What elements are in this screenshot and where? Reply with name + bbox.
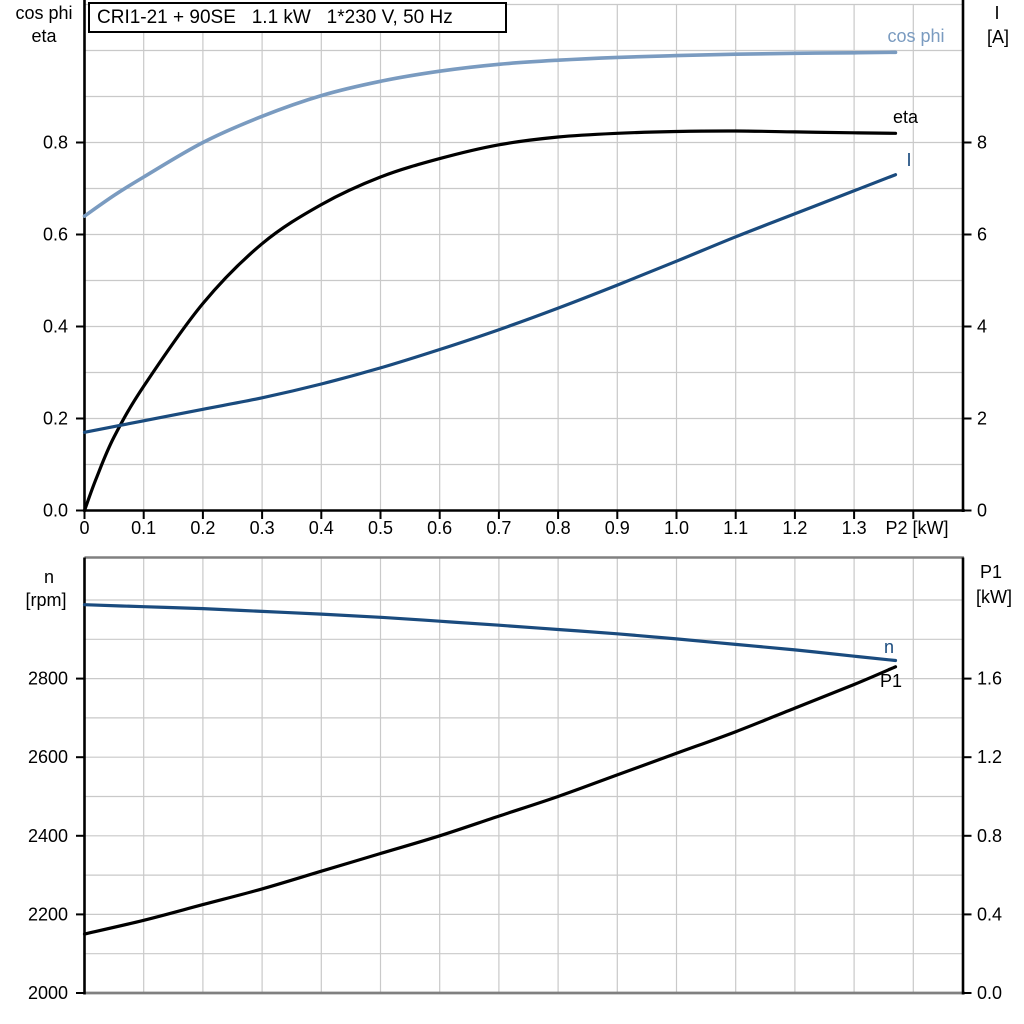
y-left-tick-label: 0.2 — [43, 409, 68, 429]
bottom-right-axis-title-line2: [kW] — [976, 587, 1012, 607]
curve-i — [82, 173, 898, 434]
x-tick-label: 0.6 — [427, 518, 452, 538]
x-tick-label: 0.4 — [309, 518, 334, 538]
y-left-tick-label: 2000 — [28, 983, 68, 1003]
x-tick-label: 0.7 — [486, 518, 511, 538]
curve-n — [82, 603, 898, 663]
x-tick-label: 0.8 — [546, 518, 571, 538]
x-tick-label: 1.0 — [664, 518, 689, 538]
x-tick-label: 1.2 — [782, 518, 807, 538]
y-right-tick-label: 8 — [977, 133, 987, 153]
x-tick-label: 1.1 — [723, 518, 748, 538]
y-left-tick-label: 0.0 — [43, 501, 68, 521]
y-right-tick-label: 0.0 — [977, 983, 1002, 1003]
x-tick-label: 0 — [79, 518, 89, 538]
top-left-axis-title-line1: cos phi — [15, 3, 72, 23]
curve-label-current: I — [906, 150, 911, 170]
y-right-tick-label: 2 — [977, 409, 987, 429]
y-left-tick-label: 0.8 — [43, 133, 68, 153]
bottom-right-axis-title-line1: P1 — [980, 562, 1002, 582]
y-right-tick-label: 0.4 — [977, 904, 1002, 924]
y-right-tick-label: 1.6 — [977, 669, 1002, 689]
curve-label-speed: n — [884, 637, 894, 657]
x-tick-label: 0.3 — [250, 518, 275, 538]
curve-label-input-power: P1 — [880, 671, 902, 691]
chart-title-box: CRI1-21 + 90SE 1.1 kW 1*230 V, 50 Hz — [88, 2, 507, 33]
y-left-tick-label: 2600 — [28, 747, 68, 767]
y-right-tick-label: 6 — [977, 225, 987, 245]
bottom-left-axis-title-line2: [rpm] — [25, 590, 66, 610]
curve-label-cos-phi: cos phi — [887, 26, 944, 46]
static-labels-layer: cos phi eta I [A] P2 [kW] cos phi eta I … — [15, 3, 1012, 691]
y-left-tick-label: 0.4 — [43, 317, 68, 337]
y-right-tick-label: 1.2 — [977, 747, 1002, 767]
curve-cos-phi — [82, 50, 898, 218]
y-left-tick-label: 0.6 — [43, 225, 68, 245]
top-right-axis-title-line1: I — [994, 3, 999, 23]
y-left-tick-label: 2400 — [28, 826, 68, 846]
top-left-axis-title-line2: eta — [31, 26, 57, 46]
y-right-tick-label: 4 — [977, 317, 987, 337]
curve-eta — [82, 129, 898, 513]
x-tick-label: 0.2 — [190, 518, 215, 538]
y-left-tick-label: 2200 — [28, 904, 68, 924]
x-tick-label: 0.5 — [368, 518, 393, 538]
top-right-axis-title-line2: [A] — [987, 27, 1009, 47]
y-right-tick-label: 0.8 — [977, 826, 1002, 846]
y-left-tick-label: 2800 — [28, 669, 68, 689]
x-tick-label: 0.9 — [605, 518, 630, 538]
x-axis-unit-label: P2 [kW] — [885, 518, 948, 538]
bottom-left-axis-title-line1: n — [44, 567, 54, 587]
x-tick-label: 0.1 — [131, 518, 156, 538]
y-right-tick-label: 0 — [977, 501, 987, 521]
curve-p1 — [82, 665, 898, 936]
curve-label-eta: eta — [893, 107, 919, 127]
x-tick-label: 1.3 — [842, 518, 867, 538]
